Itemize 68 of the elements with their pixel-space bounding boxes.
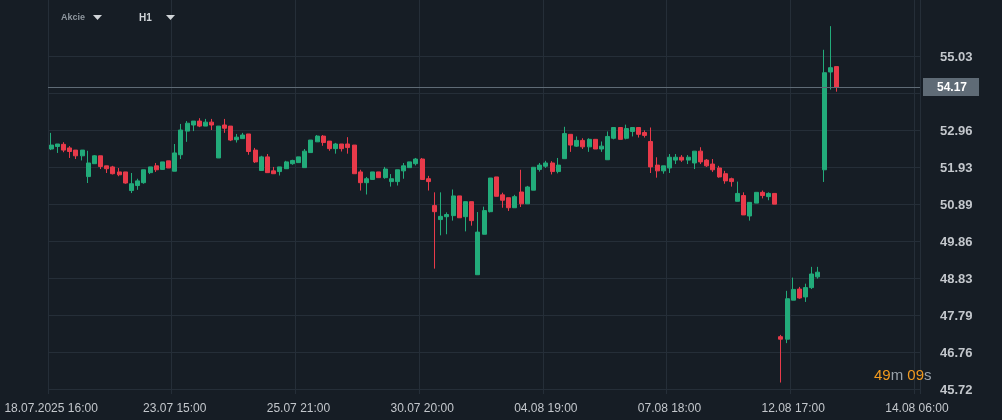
candlestick [216, 125, 221, 159]
candlestick [259, 155, 264, 171]
candlestick [383, 166, 388, 180]
candlestick [166, 160, 171, 169]
candlestick [550, 160, 555, 175]
candlestick [469, 201, 474, 227]
candlestick [432, 191, 437, 270]
y-tick-label: 49.86 [940, 233, 973, 249]
candlestick [333, 142, 338, 155]
x-tick-label: 30.07 20:00 [390, 401, 455, 415]
y-tick-label: 50.89 [940, 197, 973, 213]
candlestick [457, 195, 462, 219]
candlestick [778, 334, 783, 384]
candlestick [587, 137, 592, 153]
candlestick [277, 166, 282, 177]
annotation: Akcie [61, 12, 86, 22]
candlestick [246, 133, 251, 156]
candlestick [648, 127, 653, 174]
y-tick-label: 45.72 [940, 382, 973, 398]
x-tick-label: 14.08 06:00 [885, 401, 949, 415]
candlestick [574, 135, 579, 148]
candlestick [741, 191, 746, 216]
candlestick [834, 66, 839, 93]
candlestick [679, 154, 684, 163]
candlestick [760, 190, 765, 199]
candlestick [209, 118, 214, 131]
candlestick [376, 171, 381, 179]
candlestick [580, 137, 585, 150]
candlestick [80, 149, 85, 161]
candlestick [197, 117, 202, 128]
candlestick [772, 192, 777, 205]
x-tick-label: 23.07 15:00 [143, 401, 207, 415]
candlestick [451, 188, 456, 222]
candlestick [735, 181, 740, 202]
y-tick-label: 55.03 [940, 48, 973, 64]
candlestick [655, 156, 660, 179]
x-tick-label: 04.08 19:00 [514, 401, 578, 415]
candlestick [154, 162, 159, 173]
candlestick [148, 166, 153, 175]
candlestick [568, 133, 573, 153]
candlestick [562, 126, 567, 160]
candlestick [203, 118, 208, 127]
candlestick [315, 134, 320, 143]
candlestick [253, 147, 258, 164]
candlestick [475, 211, 480, 276]
candlestick [754, 191, 759, 204]
annotation: 49m 09s [874, 366, 932, 383]
candlestick [519, 169, 524, 208]
y-tick-label: 51.93 [940, 159, 973, 175]
y-tick-label: 46.76 [940, 344, 973, 360]
x-tick-label: 25.07 21:00 [266, 401, 331, 415]
ref-line-label: 54.17 [937, 80, 968, 95]
candlestick [556, 157, 561, 174]
candlestick [463, 201, 468, 232]
candlestick [512, 194, 517, 209]
annotation: H1 [139, 12, 152, 23]
x-tick-label: 12.08 17:00 [761, 401, 826, 415]
y-tick-label: 48.83 [940, 270, 973, 286]
y-tick-label: 47.79 [940, 308, 973, 324]
candlestick [766, 191, 771, 201]
x-tick-label: 07.08 18:00 [637, 401, 702, 415]
candlestick [593, 138, 598, 150]
x-tick-label: 18.07.2025 16:00 [4, 401, 99, 415]
candlestick [160, 161, 165, 171]
candlestick [747, 201, 752, 222]
candlestick [618, 127, 623, 140]
y-tick-label: 52.96 [940, 122, 973, 138]
candlestick [797, 286, 802, 300]
